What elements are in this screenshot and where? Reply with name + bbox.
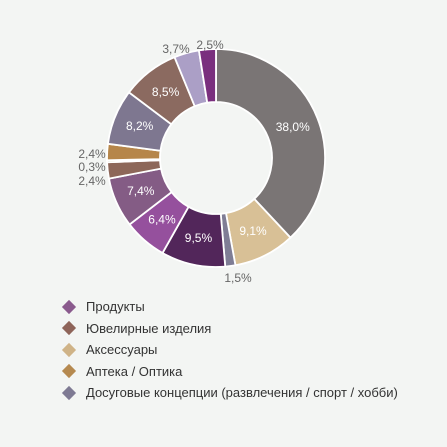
slice-label: 0,3% bbox=[78, 160, 106, 174]
slice-label: 1,5% bbox=[224, 271, 252, 285]
donut-slice bbox=[197, 48, 217, 104]
slice-label: 38,0% bbox=[276, 120, 310, 134]
legend-label: Аксессуары bbox=[86, 342, 158, 358]
legend-label: Аптека / Оптика bbox=[86, 363, 183, 379]
legend-marker-icon bbox=[61, 299, 77, 314]
legend-item: Аксессуары bbox=[61, 339, 442, 361]
slice-label: 9,5% bbox=[185, 231, 213, 245]
legend-marker-icon bbox=[61, 342, 77, 357]
legend-marker-icon bbox=[61, 364, 77, 379]
legend-item: Досуговые концепции (развлечения / спорт… bbox=[61, 382, 442, 404]
slice-label: 9,1% bbox=[239, 224, 267, 238]
legend-label: Ювелирные изделия bbox=[86, 320, 212, 336]
slice-label: 8,5% bbox=[152, 85, 180, 99]
legend-item: Ювелирные изделия bbox=[61, 318, 442, 340]
slice-label: 6,4% bbox=[148, 213, 176, 227]
slice-label: 8,2% bbox=[126, 119, 154, 133]
donut-chart: 38,0% 9,1% 1,5% 9,5% 6,4% 7,4% 2,4%0,3%2,4% 8,2… bbox=[78, 38, 326, 285]
legend-marker-icon bbox=[61, 321, 77, 336]
chart-legend: Продукты Ювелирные изделия Аксессуары Аптек… bbox=[61, 296, 442, 404]
legend-item: Аптека / Оптика bbox=[61, 361, 442, 383]
slice-label: 2,4% bbox=[78, 147, 106, 161]
slice-label: 2,4% bbox=[78, 174, 106, 188]
slice-label: 7,4% bbox=[127, 184, 155, 198]
legend-label: Продукты bbox=[86, 299, 145, 315]
legend-label: Досуговые концепции (развлечения / спорт… bbox=[86, 385, 398, 401]
legend-marker-icon bbox=[61, 385, 77, 400]
donut-slice bbox=[215, 48, 326, 239]
slice-label: 3,7% bbox=[162, 42, 190, 56]
slice-label: 2,5% bbox=[196, 38, 224, 52]
legend-item: Продукты bbox=[61, 296, 442, 318]
